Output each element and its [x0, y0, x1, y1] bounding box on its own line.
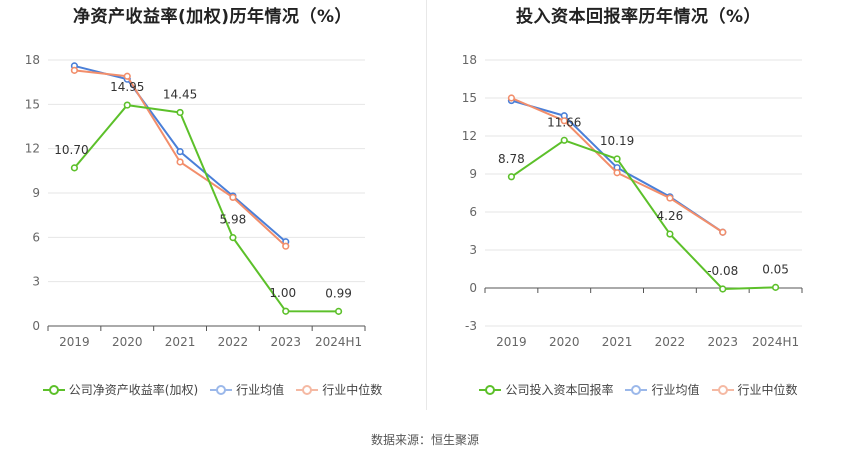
roe-chart: 0 3 6 9 12 15 18 2019 2020 2021 2022 2023 2024H1 10.7… [25, 53, 366, 349]
data-point-company [282, 307, 290, 315]
chart-title: 投入资本回报率历年情况（%） [515, 7, 762, 27]
legend-item-median[interactable]: 行业中位数 [711, 381, 798, 398]
series-line-company [510, 139, 776, 291]
data-label: 14.45 [163, 87, 197, 101]
x-tick-label: 2019 [496, 335, 527, 349]
legend-label: 行业中位数 [737, 383, 798, 397]
data-label: 10.19 [600, 134, 634, 148]
x-tick-label: 2021 [165, 335, 196, 349]
data-point-company [507, 173, 516, 181]
y-tick-label: 9 [32, 186, 40, 200]
legend-item-company[interactable]: 公司投入资本回报率 [479, 381, 613, 398]
x-tick-label: 2021 [602, 335, 633, 349]
legend-label: 公司净资产收益率(加权) [68, 383, 199, 397]
data-point-median [176, 158, 184, 166]
roic-chart-panel: 投入资本回报率历年情况（%） -3 0 3 6 9 12 15 18 2019 2020 2021 2… [427, 0, 850, 410]
data-point-median [719, 228, 727, 236]
x-tick-label: 2023 [270, 335, 301, 349]
data-point-company [334, 307, 343, 315]
data-point-company [560, 136, 568, 144]
data-label: -0.08 [707, 264, 738, 278]
y-tick-label: -3 [465, 319, 477, 333]
data-source: 数据来源：恒生聚源 [370, 433, 479, 447]
data-point-company [771, 283, 780, 291]
x-tick-label: 2020 [549, 335, 580, 349]
legend-line-icon [625, 384, 648, 395]
data-point-company [719, 285, 727, 293]
data-point-median [613, 169, 621, 177]
y-tick-label: 18 [25, 53, 40, 67]
legend-item-average[interactable]: 行业均值 [210, 381, 284, 398]
panel-divider [426, 0, 427, 410]
series-line-company [73, 104, 339, 313]
data-label: 10.70 [54, 143, 88, 157]
data-point-company [176, 108, 184, 117]
data-point-median [229, 193, 237, 202]
legend-line-icon [210, 384, 233, 395]
data-label: 0.05 [762, 262, 789, 276]
y-tick-label: 9 [469, 167, 477, 181]
legend: 公司净资产收益率(加权) 行业均值 行业中位数 [0, 381, 425, 398]
data-point-company [613, 155, 621, 163]
legend-label: 行业中位数 [322, 383, 383, 397]
y-tick-label: 3 [469, 243, 477, 257]
x-tick-label: 2020 [112, 335, 143, 349]
legend-line-icon [479, 384, 502, 395]
y-tick-label: 18 [462, 53, 477, 67]
y-tick-label: 15 [462, 91, 477, 105]
data-point-median [666, 194, 674, 202]
data-point-median [282, 242, 290, 250]
data-label: 5.98 [220, 213, 247, 227]
x-tick-label: 2022 [655, 335, 686, 349]
data-point-company [229, 234, 237, 242]
legend-label: 公司投入资本回报率 [505, 383, 614, 397]
x-tick-label: 2024H1 [315, 335, 362, 349]
data-point-median [560, 117, 568, 125]
y-tick-label: 0 [469, 281, 477, 295]
data-point-company [123, 101, 131, 109]
y-tick-label: 12 [25, 142, 40, 156]
roe-chart-panel: 净资产收益率(加权)历年情况（%） 0 3 6 9 12 15 18 2019 2020 2021… [0, 0, 425, 410]
legend-line-icon [296, 384, 319, 395]
legend-line-icon [711, 384, 734, 395]
data-label: 4.26 [657, 209, 684, 223]
data-label: 11.66 [547, 115, 581, 129]
legend-item-median[interactable]: 行业中位数 [296, 381, 382, 398]
chart-title: 净资产收益率(加权)历年情况（%） [72, 7, 353, 27]
legend: 公司投入资本回报率 行业均值 行业中位数 [427, 381, 850, 398]
y-tick-label: 3 [32, 275, 40, 289]
x-tick-label: 2023 [707, 335, 738, 349]
data-point-median [70, 66, 79, 74]
legend-item-average[interactable]: 行业均值 [625, 381, 700, 398]
roic-chart: -3 0 3 6 9 12 15 18 2019 2020 2021 2022 2023 2024H1 8.… [462, 53, 803, 349]
data-point-company [70, 164, 79, 172]
y-tick-label: 12 [462, 129, 477, 143]
data-point-average [176, 148, 184, 156]
x-tick-label: 2024H1 [752, 335, 799, 349]
data-label: 8.78 [498, 152, 525, 166]
x-tick-label: 2019 [59, 335, 90, 349]
data-label: 0.99 [325, 286, 352, 300]
y-tick-label: 6 [469, 205, 477, 219]
legend-label: 行业均值 [651, 383, 700, 397]
data-point-median [123, 72, 131, 80]
data-point-median [507, 94, 516, 102]
y-tick-label: 15 [25, 97, 40, 111]
legend-line-icon [42, 384, 65, 395]
data-label: 14.95 [110, 80, 144, 94]
y-tick-label: 0 [32, 319, 40, 333]
x-tick-label: 2022 [218, 335, 249, 349]
data-label: 1.00 [269, 286, 296, 300]
legend-label: 行业均值 [236, 383, 285, 397]
y-tick-label: 6 [32, 230, 40, 244]
legend-item-company[interactable]: 公司净资产收益率(加权) [42, 381, 199, 398]
data-point-company [666, 230, 674, 238]
